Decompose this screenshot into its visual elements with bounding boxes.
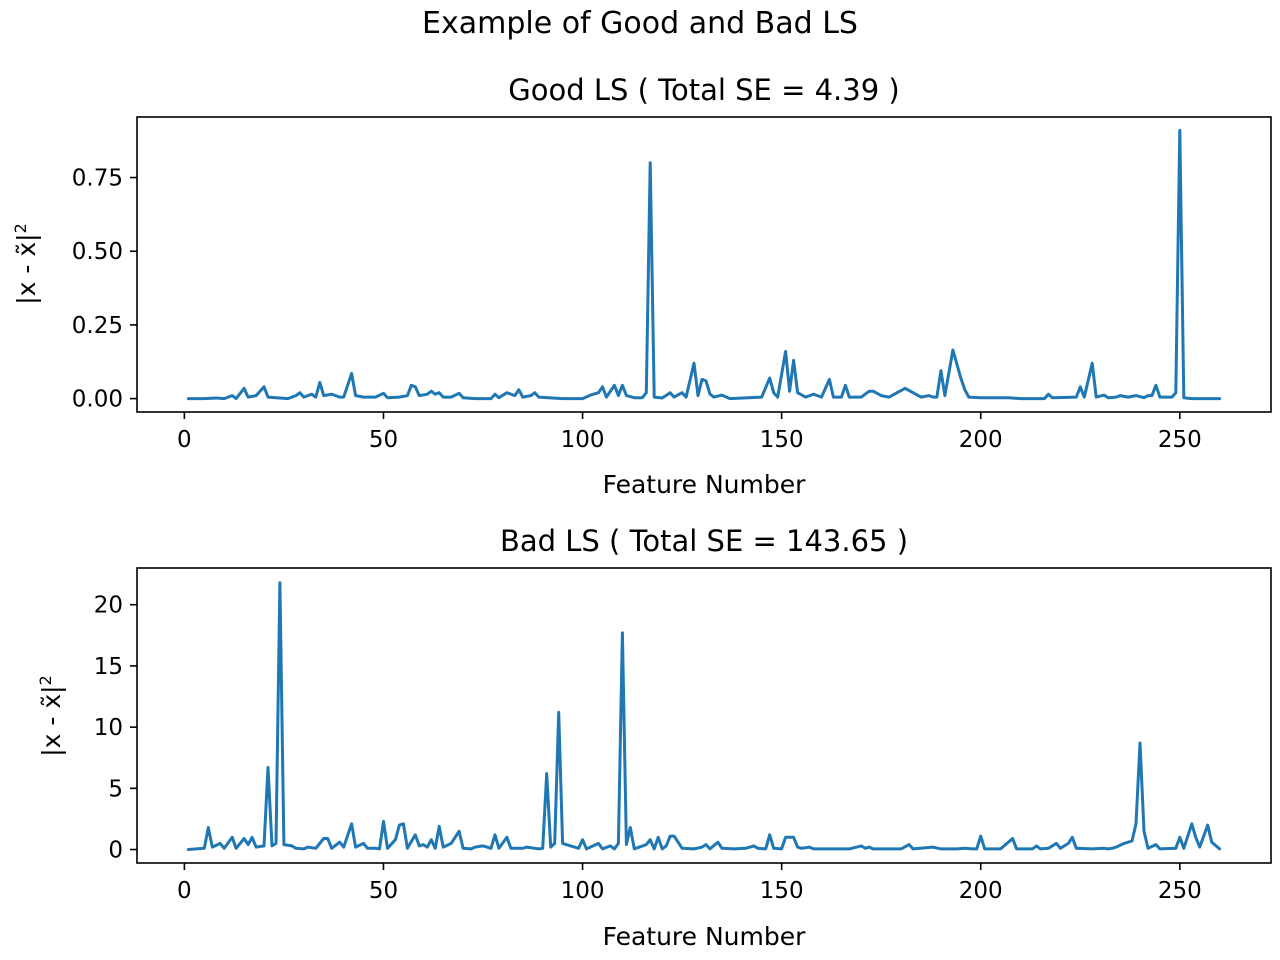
good-ls-title: Good LS ( Total SE = 4.39 ): [508, 73, 899, 107]
bad-ls-xtick-label: 0: [177, 878, 192, 904]
bad-ls-ylabel-sup: 2: [36, 675, 55, 685]
bad-ls-xtick-label: 200: [959, 878, 1003, 904]
bad-ls-xtick-label: 50: [369, 878, 398, 904]
good-ls-xlabel: Feature Number: [603, 470, 807, 499]
good-ls-ylabel-base: |x - x̃|: [12, 233, 41, 304]
good-ls-ylabel: |x - x̃|2: [11, 223, 41, 305]
bad-ls-ytick-label: 15: [94, 654, 123, 680]
bad-ls-ylabel-base: |x - x̃|: [37, 685, 66, 756]
good-ls-xtick-label: 250: [1158, 427, 1202, 453]
bad-ls-xtick-label: 250: [1158, 878, 1202, 904]
bad-ls-ytick-label: 5: [108, 776, 123, 802]
bad-ls-title: Bad LS ( Total SE = 143.65 ): [500, 524, 908, 558]
bad-ls-xtick-label: 150: [760, 878, 804, 904]
good-ls-xtick-label: 150: [760, 427, 804, 453]
bad-ls-ylabel: |x - x̃|2: [36, 675, 66, 757]
good-ls-xtick-label: 200: [959, 427, 1003, 453]
bad-ls-series-line: [186, 581, 1222, 851]
good-ls-ticks: 0 50 100 150 200 250 0.00 0.25 0.50 0.75: [72, 166, 1202, 453]
good-ls-xtick-label: 50: [369, 427, 398, 453]
good-ls-ytick-label: 0.75: [72, 166, 123, 192]
bad-ls-xlabel: Feature Number: [603, 922, 807, 951]
good-ls-ytick-label: 0.50: [72, 239, 123, 265]
good-ls-ytick-label: 0.00: [72, 387, 123, 413]
good-ls-plot: Good LS ( Total SE = 4.39 ) 0 50 100 150 200…: [11, 73, 1272, 499]
good-ls-xtick-label: 0: [177, 427, 192, 453]
bad-ls-frame: [136, 567, 1272, 864]
good-ls-ylabel-sup: 2: [11, 223, 30, 233]
bad-ls-ytick-label: 20: [94, 593, 123, 619]
good-ls-frame: [136, 116, 1272, 413]
bad-ls-xtick-label: 100: [561, 878, 605, 904]
figure-title: Example of Good and Bad LS: [422, 6, 858, 41]
good-ls-series-line: [186, 128, 1222, 401]
bad-ls-ticks: 0 50 100 150 200 250 0 5 10 15 20: [94, 593, 1202, 904]
good-ls-ytick-label: 0.25: [72, 313, 123, 339]
bad-ls-ytick-label: 0: [108, 838, 123, 864]
bad-ls-ytick-label: 10: [94, 715, 123, 741]
good-ls-xtick-label: 100: [561, 427, 605, 453]
bad-ls-plot: Bad LS ( Total SE = 143.65 ) 0 50 100 150 20…: [36, 524, 1272, 951]
